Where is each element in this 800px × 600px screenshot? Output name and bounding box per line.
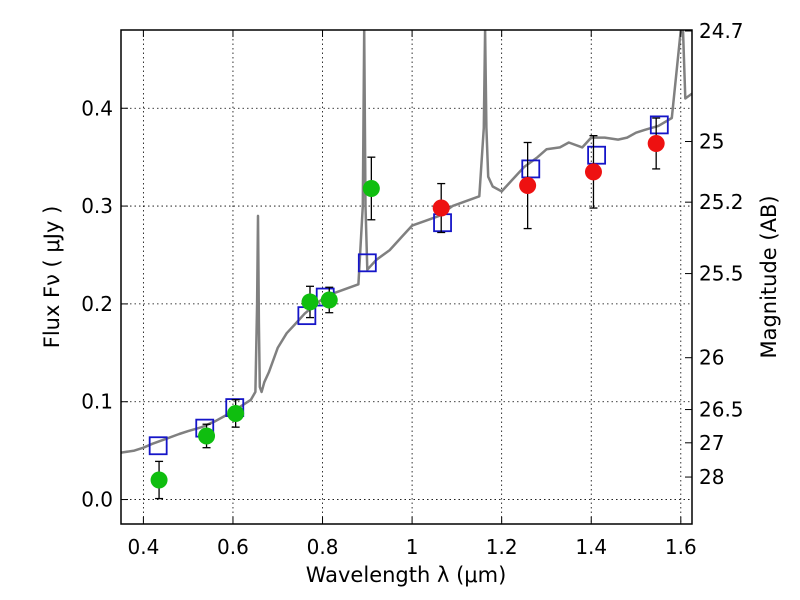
model-photometry-square bbox=[521, 159, 541, 179]
red-data-point bbox=[519, 177, 537, 195]
y-tick-label: 0.2 bbox=[81, 292, 113, 316]
green-data-point bbox=[198, 427, 216, 445]
red-data-point bbox=[432, 199, 450, 217]
mag-tick-label: 24.7 bbox=[699, 19, 744, 43]
red-data-point bbox=[584, 163, 602, 181]
x-tick-label: 0.8 bbox=[307, 535, 339, 559]
mag-tick-label: 26.5 bbox=[699, 398, 744, 422]
mag-tick-label: 25.2 bbox=[699, 190, 744, 214]
x-tick-label: 1.4 bbox=[575, 535, 607, 559]
y2-axis-title: Magnitude (AB) bbox=[757, 195, 781, 358]
x-tick-label: 0.4 bbox=[127, 535, 159, 559]
y-axis-title: Flux Fν ( μJy ) bbox=[40, 206, 64, 349]
axis-labels: 0.4 0.6 0.8 1 1.2 1.4 1.6 0.0 0.1 0.2 0.3 0.4 24.7 25… bbox=[81, 19, 743, 559]
model-photometry-square bbox=[148, 436, 168, 456]
y-tick-label: 0.0 bbox=[81, 488, 113, 512]
red-data-point bbox=[647, 134, 665, 152]
green-data-point bbox=[320, 291, 338, 309]
green-data-point bbox=[362, 179, 380, 197]
y-tick-label: 0.1 bbox=[81, 390, 113, 414]
mag-tick-label: 25.5 bbox=[699, 262, 744, 286]
y-tick-label: 0.3 bbox=[81, 194, 113, 218]
mag-tick-label: 27 bbox=[699, 431, 724, 455]
model-photometry-square bbox=[587, 145, 607, 165]
mag-tick-label: 26 bbox=[699, 346, 724, 370]
x-axis-title: Wavelength λ (μm) bbox=[306, 563, 507, 587]
x-tick-label: 1.6 bbox=[665, 535, 697, 559]
model-photometry-square bbox=[357, 253, 377, 273]
green-data-point bbox=[227, 404, 245, 422]
x-tick-label: 1.2 bbox=[486, 535, 518, 559]
plot-data bbox=[121, 30, 692, 500]
mag-tick-label: 28 bbox=[699, 465, 724, 489]
grid bbox=[121, 30, 692, 524]
mag-tick-label: 25 bbox=[699, 130, 724, 154]
y-tick-label: 0.4 bbox=[81, 96, 113, 120]
green-data-point bbox=[150, 471, 168, 489]
green-data-point bbox=[301, 293, 319, 311]
axis-ticks bbox=[121, 30, 692, 524]
x-tick-label: 1 bbox=[406, 535, 419, 559]
plot-frame bbox=[120, 29, 693, 525]
model-photometry-square bbox=[649, 115, 669, 135]
x-tick-label: 0.6 bbox=[217, 535, 249, 559]
